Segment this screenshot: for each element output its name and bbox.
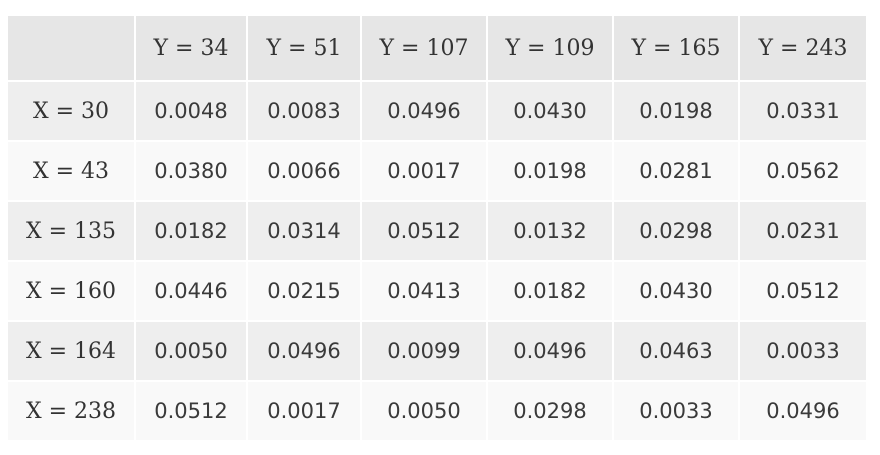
header-row: Y = 34 Y = 51 Y = 107 Y = 109 Y = 165 Y = 243 — [8, 16, 866, 80]
cell: 0.0496 — [362, 82, 486, 140]
cell: 0.0198 — [614, 82, 738, 140]
column-header: Y = 34 — [136, 16, 246, 80]
column-header: Y = 243 — [740, 16, 866, 80]
cell: 0.0430 — [488, 82, 612, 140]
cell: 0.0512 — [362, 202, 486, 260]
cell: 0.0198 — [488, 142, 612, 200]
table-row: X = 135 0.0182 0.0314 0.0512 0.0132 0.0298 0.0… — [8, 202, 866, 260]
cell: 0.0050 — [136, 322, 246, 380]
cell: 0.0430 — [614, 262, 738, 320]
row-header: X = 160 — [8, 262, 134, 320]
cell: 0.0413 — [362, 262, 486, 320]
table-body: X = 30 0.0048 0.0083 0.0496 0.0430 0.0198 0.03… — [8, 82, 866, 440]
cell: 0.0496 — [740, 382, 866, 440]
table-container: Y = 34 Y = 51 Y = 107 Y = 109 Y = 165 Y = 243… — [6, 14, 868, 442]
row-header: X = 43 — [8, 142, 134, 200]
cell: 0.0281 — [614, 142, 738, 200]
cell: 0.0331 — [740, 82, 866, 140]
cell: 0.0215 — [248, 262, 360, 320]
cell: 0.0380 — [136, 142, 246, 200]
table-row: X = 43 0.0380 0.0066 0.0017 0.0198 0.0281 0.05… — [8, 142, 866, 200]
column-header: Y = 109 — [488, 16, 612, 80]
cell: 0.0017 — [248, 382, 360, 440]
cell: 0.0496 — [248, 322, 360, 380]
cell: 0.0512 — [136, 382, 246, 440]
corner-cell — [8, 16, 134, 80]
cell: 0.0314 — [248, 202, 360, 260]
cell: 0.0017 — [362, 142, 486, 200]
table-row: X = 30 0.0048 0.0083 0.0496 0.0430 0.0198 0.03… — [8, 82, 866, 140]
cell: 0.0099 — [362, 322, 486, 380]
cell: 0.0048 — [136, 82, 246, 140]
cell: 0.0182 — [136, 202, 246, 260]
table-row: X = 238 0.0512 0.0017 0.0050 0.0298 0.0033 0.0… — [8, 382, 866, 440]
row-header: X = 30 — [8, 82, 134, 140]
row-header: X = 135 — [8, 202, 134, 260]
cell: 0.0562 — [740, 142, 866, 200]
row-header: X = 164 — [8, 322, 134, 380]
cell: 0.0050 — [362, 382, 486, 440]
cell: 0.0182 — [488, 262, 612, 320]
cell: 0.0033 — [614, 382, 738, 440]
cell: 0.0512 — [740, 262, 866, 320]
row-header: X = 238 — [8, 382, 134, 440]
cell: 0.0083 — [248, 82, 360, 140]
cell: 0.0231 — [740, 202, 866, 260]
cell: 0.0298 — [614, 202, 738, 260]
column-header: Y = 51 — [248, 16, 360, 80]
column-header: Y = 165 — [614, 16, 738, 80]
cell: 0.0033 — [740, 322, 866, 380]
cell: 0.0066 — [248, 142, 360, 200]
cell: 0.0298 — [488, 382, 612, 440]
cell: 0.0446 — [136, 262, 246, 320]
probability-table: Y = 34 Y = 51 Y = 107 Y = 109 Y = 165 Y = 243… — [6, 14, 868, 442]
cell: 0.0463 — [614, 322, 738, 380]
column-header: Y = 107 — [362, 16, 486, 80]
table-row: X = 160 0.0446 0.0215 0.0413 0.0182 0.0430 0.0… — [8, 262, 866, 320]
cell: 0.0132 — [488, 202, 612, 260]
table-row: X = 164 0.0050 0.0496 0.0099 0.0496 0.0463 0.0… — [8, 322, 866, 380]
cell: 0.0496 — [488, 322, 612, 380]
